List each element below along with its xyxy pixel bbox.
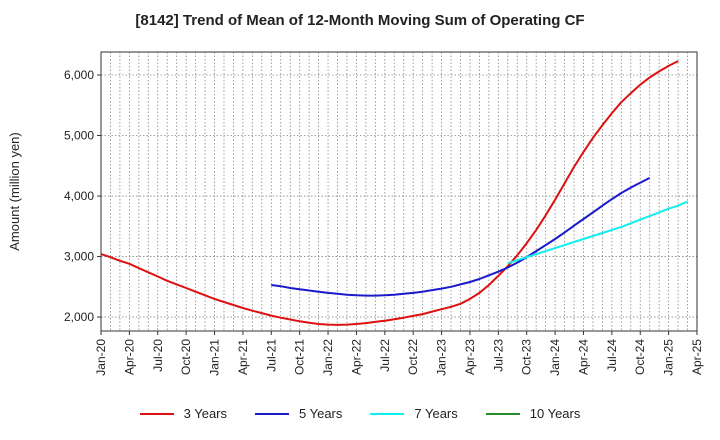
x-tick-label: Jan-25 [662,339,676,376]
legend-label: 3 Years [183,406,227,421]
x-tick-label: Jan-22 [321,339,335,376]
x-tick-label: Jan-23 [435,339,449,376]
y-axis-ticks: 2,000 3,000 4,000 5,000 6,000 [64,68,101,324]
legend-label: 5 Years [299,406,343,421]
legend-item: 3 Years [139,406,227,421]
x-tick-label: Oct-22 [406,339,420,375]
plot-frame [100,51,698,332]
y-tick-label: 3,000 [64,250,94,264]
series-line-3-years [100,60,679,326]
x-tick-label: Oct-23 [520,339,534,375]
y-tick-label: 6,000 [64,68,94,82]
legend-label: 7 Years [414,406,458,421]
x-tick-label: Apr-23 [463,339,477,375]
legend-item: 7 Years [370,406,458,421]
y-tick-label: 4,000 [64,189,94,203]
grid-layer [101,52,697,331]
x-tick-label: Apr-20 [122,339,136,375]
x-tick-label: Jul-22 [378,339,392,372]
y-tick-label: 2,000 [64,310,94,324]
legend-item: 5 Years [255,406,342,421]
y-axis-label: Amount (million yen) [7,132,22,251]
x-tick-label: Apr-21 [236,339,250,375]
x-tick-label: Apr-22 [349,339,363,375]
x-axis-ticks: Jan-20 Apr-20 Jul-20 Oct-20 Jan-21 Apr-21 Jul-… [94,331,704,376]
legend-swatch [139,412,174,415]
legend-swatch [485,412,520,415]
x-tick-label: Jul-20 [151,339,165,372]
x-tick-label: Jan-20 [94,339,108,376]
x-tick-label: Jul-23 [491,339,505,372]
series-line-5-years [271,177,651,297]
x-tick-label: Apr-25 [690,339,704,375]
legend: 3 Years 5 Years 7 Years 10 Years [0,406,720,421]
legend-item: 10 Years [485,406,581,421]
series-line-7-years [507,200,688,265]
y-tick-label: 5,000 [64,129,94,143]
x-tick-label: Apr-24 [576,339,590,375]
x-tick-label: Oct-21 [293,339,307,375]
legend-label: 10 Years [529,406,581,421]
x-tick-label: Jul-24 [605,339,619,372]
x-tick-label: Oct-20 [179,339,193,375]
x-tick-label: Oct-24 [633,339,647,375]
legend-swatch [255,412,289,415]
legend-swatch [370,412,405,415]
x-tick-label: Jan-21 [208,339,222,376]
x-tick-label: Jan-24 [548,339,562,376]
x-tick-label: Jul-21 [264,339,278,372]
series-layer [100,60,688,326]
chart-title: [8142] Trend of Mean of 12-Month Moving … [135,12,585,29]
